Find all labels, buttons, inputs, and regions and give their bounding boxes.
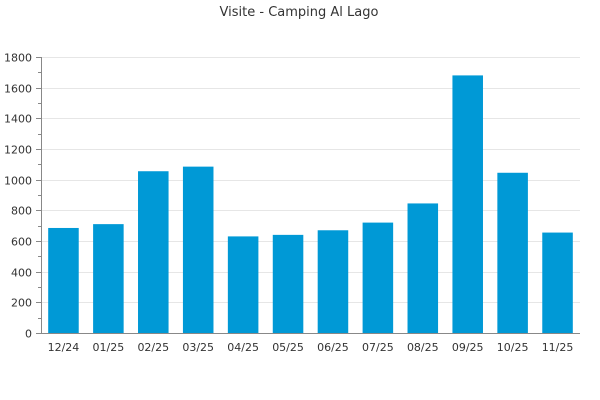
- bar: [542, 232, 573, 333]
- y-tick-label: 0: [25, 328, 32, 341]
- x-tick-label: 02/25: [137, 341, 169, 354]
- bar: [227, 236, 259, 333]
- gridlines: [41, 57, 580, 303]
- y-tick-label: 1200: [4, 144, 32, 157]
- bar: [93, 224, 124, 333]
- y-tick-label: 800: [11, 205, 32, 218]
- bar: [48, 227, 79, 333]
- x-tick-label: 06/25: [317, 341, 349, 354]
- chart-title: Visite - Camping Al Lago: [220, 5, 379, 20]
- y-tick-label: 1400: [4, 113, 32, 126]
- bar: [407, 203, 439, 333]
- bar: [317, 230, 349, 333]
- x-tick-label: 03/25: [182, 341, 214, 354]
- y-tick-label: 1000: [4, 175, 32, 188]
- x-tick-label: 01/25: [93, 341, 125, 354]
- bar: [272, 234, 304, 333]
- bar: [452, 75, 483, 334]
- y-axis-ticks: 0 200 400 600 800 1000 1200 1400 1600 1800: [4, 52, 41, 341]
- x-tick-label: 09/25: [452, 341, 484, 354]
- x-tick-label: 04/25: [227, 341, 259, 354]
- y-tick-label: 400: [11, 267, 32, 280]
- y-tick-label: 1800: [4, 52, 32, 65]
- x-tick-label: 11/25: [542, 341, 574, 354]
- x-tick-label: 05/25: [272, 341, 304, 354]
- bar: [138, 171, 169, 333]
- bar: [497, 172, 528, 333]
- x-axis-ticks: 12/24 01/25 02/25 03/25 04/25 05/25 06/25 07/25…: [48, 341, 574, 354]
- y-tick-label: 600: [11, 236, 32, 249]
- bar: [182, 166, 214, 333]
- x-tick-label: 08/25: [407, 341, 439, 354]
- x-tick-label: 12/24: [48, 341, 80, 354]
- y-tick-label: 1600: [4, 83, 32, 96]
- y-tick-label: 200: [11, 297, 32, 310]
- x-tick-label: 10/25: [497, 341, 529, 354]
- x-tick-label: 07/25: [362, 341, 394, 354]
- axes: [41, 57, 580, 334]
- bars: [48, 75, 573, 334]
- bar: [362, 222, 394, 333]
